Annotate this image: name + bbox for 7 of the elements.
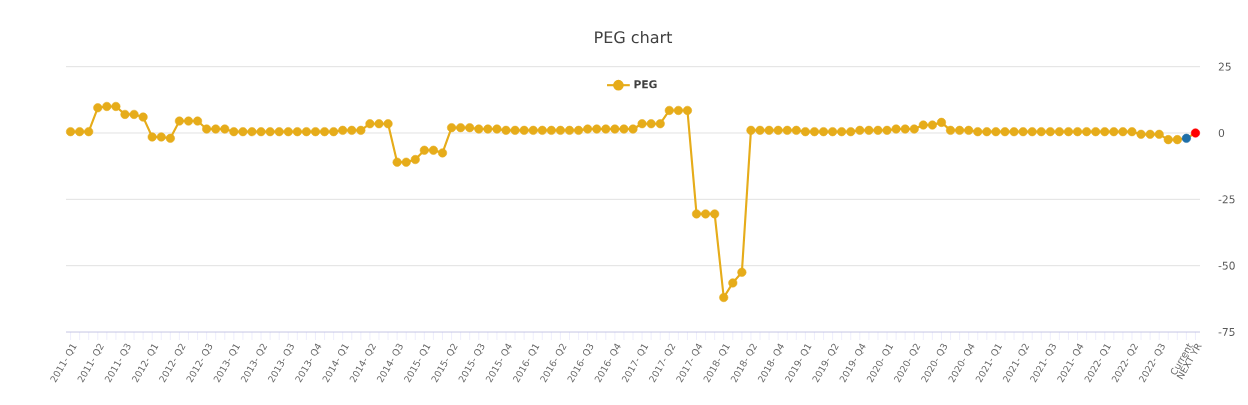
y-tick-label: -25 [1218, 195, 1235, 204]
y-tick-label: 25 [1218, 62, 1231, 71]
legend-label: PEG [634, 80, 657, 89]
y-tick-label: 0 [1218, 128, 1225, 138]
y-tick-label: -75 [1218, 328, 1235, 336]
y-tick-label: -50 [1218, 261, 1235, 270]
chart-title: PEG chart [595, 30, 673, 44]
